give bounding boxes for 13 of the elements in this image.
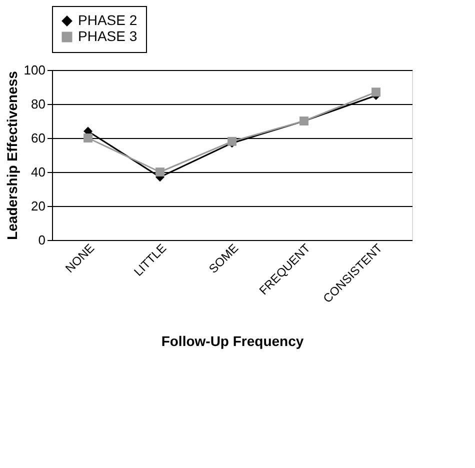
y-tick-label: 20 xyxy=(31,198,46,214)
x-axis-title: Follow-Up Frequency xyxy=(161,332,304,349)
point xyxy=(372,88,380,97)
point xyxy=(156,168,164,176)
y-tick-label: 60 xyxy=(31,130,46,146)
legend-label: PHASE 2 xyxy=(78,12,138,28)
y-tick-label: 100 xyxy=(24,62,46,78)
y-tick-label: 40 xyxy=(31,164,46,180)
y-axis-title: Leadership Effectiveness xyxy=(4,70,20,240)
point xyxy=(84,134,92,142)
legend-label: PHASE 3 xyxy=(78,28,138,44)
y-tick-label: 0 xyxy=(38,232,46,248)
y-tick-label: 80 xyxy=(31,96,46,112)
